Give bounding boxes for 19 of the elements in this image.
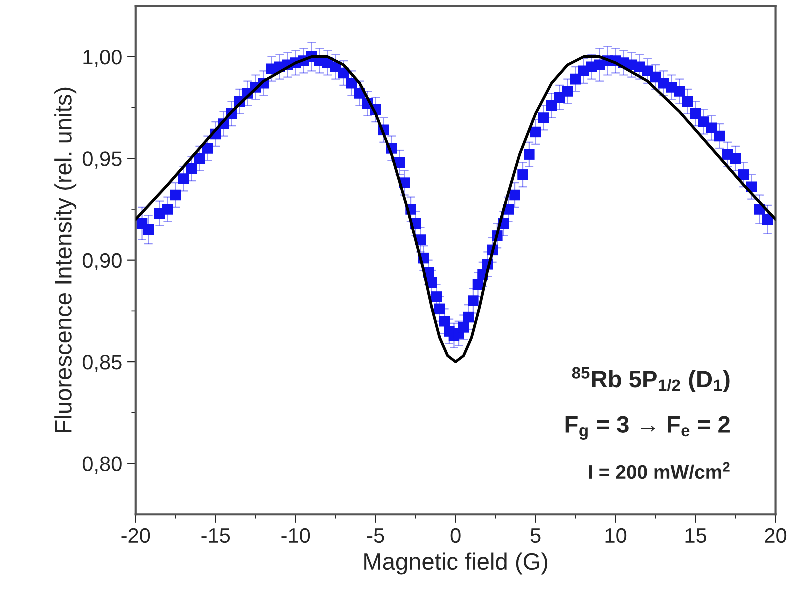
x-axis-title: Magnetic field (G) bbox=[364, 552, 548, 575]
annotation: $^{85}$Rb 5P$_{1/2}$ (D$_{1}$) bbox=[572, 367, 730, 392]
y-tick-label: 0,80 bbox=[82, 456, 122, 474]
y-tick-label: 1,00 bbox=[84, 50, 122, 68]
y-tick-label: 0,85 bbox=[82, 355, 122, 372]
x-tick-label: -10 bbox=[282, 528, 310, 544]
y-tick-label: 0,95 bbox=[82, 152, 122, 169]
x-tick-label: 0 bbox=[450, 528, 461, 544]
x-tick-label: -20 bbox=[122, 528, 150, 544]
x-tick-label: 15 bbox=[686, 528, 707, 544]
x-tick-label: 5 bbox=[530, 528, 541, 544]
annotation: F$_{g}$ = 3 → F$_{e}$ = 2 bbox=[566, 416, 730, 440]
x-tick-label: 10 bbox=[606, 528, 627, 544]
x-tick-label: -15 bbox=[202, 528, 230, 544]
annotation: I = 200 mW/cm$^{2}$ bbox=[589, 462, 730, 480]
y-axis-title: Fluorescence Intensity (rel. units) bbox=[54, 88, 77, 432]
x-tick-label: 20 bbox=[765, 528, 787, 544]
y-tick-label: 0,90 bbox=[82, 253, 122, 271]
x-tick-label: -5 bbox=[368, 528, 384, 544]
